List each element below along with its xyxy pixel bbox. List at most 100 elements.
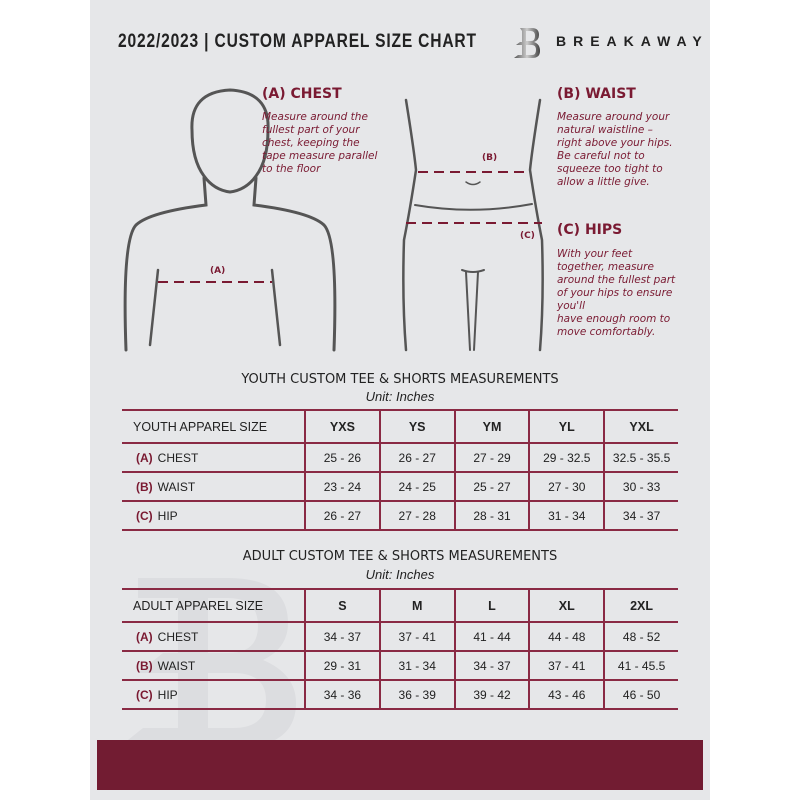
chest-heading: (A) CHEST [262, 86, 342, 102]
body-measurement-figures [123, 88, 544, 352]
adult-table-title: ADULT CUSTOM TEE & SHORTS MEASUREMENTS [242, 549, 558, 564]
size-column-header: XL [528, 590, 603, 621]
size-column-header: YM [453, 411, 529, 442]
measurement-value: 48 - 52 [603, 623, 678, 650]
measurement-label: (C) HIP [122, 502, 304, 529]
measurement-label: (A) CHEST [122, 623, 304, 650]
measurement-name: WAIST [157, 658, 196, 673]
measurement-value: 44 - 48 [528, 623, 603, 650]
hips-heading: (C) HIPS [557, 222, 623, 238]
size-column-header: YXS [304, 411, 379, 442]
measurement-letter: (C) [136, 687, 153, 702]
torso-outline [402, 98, 544, 352]
measurement-value: 34 - 37 [603, 502, 678, 529]
table-row: (B) WAIST 23 - 24 24 - 25 25 - 27 27 - 30 30 -… [122, 471, 678, 500]
adult-unit: Unit: Inches [365, 567, 435, 582]
description-line: have enough room to [557, 313, 671, 325]
measurement-value: 26 - 27 [304, 502, 379, 529]
size-column-header: S [304, 590, 379, 621]
measurement-value: 41 - 45.5 [603, 652, 678, 679]
hips-description: With your feet together, measure around th… [557, 248, 675, 339]
table-row: (C) HIP 34 - 36 36 - 39 39 - 42 43 - 46 46 - 5… [122, 679, 678, 710]
description-line: chest, keeping the [262, 137, 360, 149]
row-header-label: ADULT APPAREL SIZE [133, 598, 264, 613]
table-row: (C) HIP 26 - 27 27 - 28 28 - 31 31 - 34 34 - 3… [122, 500, 678, 531]
footer-band [97, 740, 703, 790]
measurement-name: HIP [157, 687, 178, 702]
description-line: allow a little give. [557, 176, 650, 188]
table-header-row: YOUTH APPAREL SIZE YXS YS YM YL YXL [122, 409, 678, 442]
measurement-name: CHEST [157, 450, 199, 465]
description-line: fullest part of your [262, 124, 360, 136]
description-line: you'll [557, 300, 586, 312]
description-line: of your hips to ensure [557, 287, 673, 299]
description-line: together, measure [557, 261, 654, 273]
waist-heading: (B) WAIST [557, 86, 636, 102]
youth-unit: Unit: Inches [365, 389, 435, 404]
measurement-letter: (A) [136, 450, 153, 465]
row-header-label: YOUTH APPAREL SIZE [133, 419, 268, 434]
measurement-name: HIP [157, 508, 178, 523]
measurement-value: 24 - 25 [378, 473, 454, 500]
description-line: squeeze too tight to [557, 163, 663, 175]
measurement-value: 32.5 - 35.5 [603, 444, 678, 471]
measurement-value: 31 - 34 [528, 502, 603, 529]
size-column-header: YXL [603, 411, 678, 442]
measurement-value: 41 - 44 [453, 623, 529, 650]
measurement-value: 31 - 34 [378, 652, 454, 679]
measurement-value: 28 - 31 [453, 502, 529, 529]
measurement-letter: (B) [136, 479, 153, 494]
measurement-name: WAIST [157, 479, 196, 494]
table-row: (A) CHEST 25 - 26 26 - 27 27 - 29 29 - 32.5 32… [122, 442, 678, 471]
chest-description: Measure around the fullest part of your ch… [262, 111, 377, 176]
head-outline [190, 88, 270, 194]
measurement-value: 29 - 32.5 [528, 444, 603, 471]
table-header-row: ADULT APPAREL SIZE S M L XL 2XL [122, 588, 678, 621]
description-line: tape measure parallel [262, 150, 378, 162]
measurement-value: 25 - 26 [304, 444, 379, 471]
description-line: Measure around the [262, 111, 368, 123]
measurement-value: 25 - 27 [453, 473, 529, 500]
breakaway-logo-icon [514, 28, 540, 58]
description-line: Measure around your [557, 111, 670, 123]
measurement-value: 29 - 31 [304, 652, 379, 679]
measurement-value: 34 - 37 [304, 623, 379, 650]
measurement-value: 27 - 28 [378, 502, 454, 529]
chest-marker: (A) [210, 266, 226, 276]
brand-name: BREAKAWAY [556, 33, 709, 49]
measurement-value: 34 - 36 [304, 681, 379, 708]
size-column-header: YL [528, 411, 603, 442]
measurement-value: 37 - 41 [378, 623, 454, 650]
youth-size-table: YOUTH APPAREL SIZE YXS YS YM YL YXL (A) CHEST 25… [122, 409, 678, 531]
measurement-value: 34 - 37 [453, 652, 529, 679]
waist-description: Measure around your natural waistline – ri… [557, 111, 673, 189]
measurement-value: 26 - 27 [378, 444, 454, 471]
waist-marker: (B) [482, 153, 498, 163]
description-line: Be careful not to [557, 150, 645, 162]
description-line: move comfortably. [557, 326, 656, 338]
measurement-letter: (B) [136, 658, 153, 673]
shoulders-outline [123, 176, 337, 352]
measurement-label: (B) WAIST [122, 652, 304, 679]
page-title: 2022/2023 | CUSTOM APPAREL SIZE CHART [118, 31, 477, 52]
description-line: natural waistline – [557, 124, 653, 136]
description-line: right above your hips. [557, 137, 673, 149]
measurement-value: 39 - 42 [453, 681, 529, 708]
description-line: around the fullest part [557, 274, 676, 286]
watermark-logo-icon [118, 578, 296, 748]
measurement-label: (C) HIP [122, 681, 304, 708]
measurement-value: 30 - 33 [603, 473, 678, 500]
measurement-value: 27 - 29 [453, 444, 529, 471]
description-line: With your feet [557, 248, 633, 260]
description-line: to the floor [262, 163, 321, 175]
hips-marker: (C) [520, 231, 535, 241]
youth-table-title: YOUTH CUSTOM TEE & SHORTS MEASUREMENTS [241, 372, 559, 387]
measurement-label: (A) CHEST [122, 444, 304, 471]
size-column-header: YS [378, 411, 454, 442]
size-column-header: 2XL [603, 590, 678, 621]
measurement-value: 27 - 30 [528, 473, 603, 500]
measurement-letter: (C) [136, 508, 153, 523]
measurement-value: 37 - 41 [528, 652, 603, 679]
measurement-letter: (A) [136, 629, 153, 644]
measurement-label: (B) WAIST [122, 473, 304, 500]
